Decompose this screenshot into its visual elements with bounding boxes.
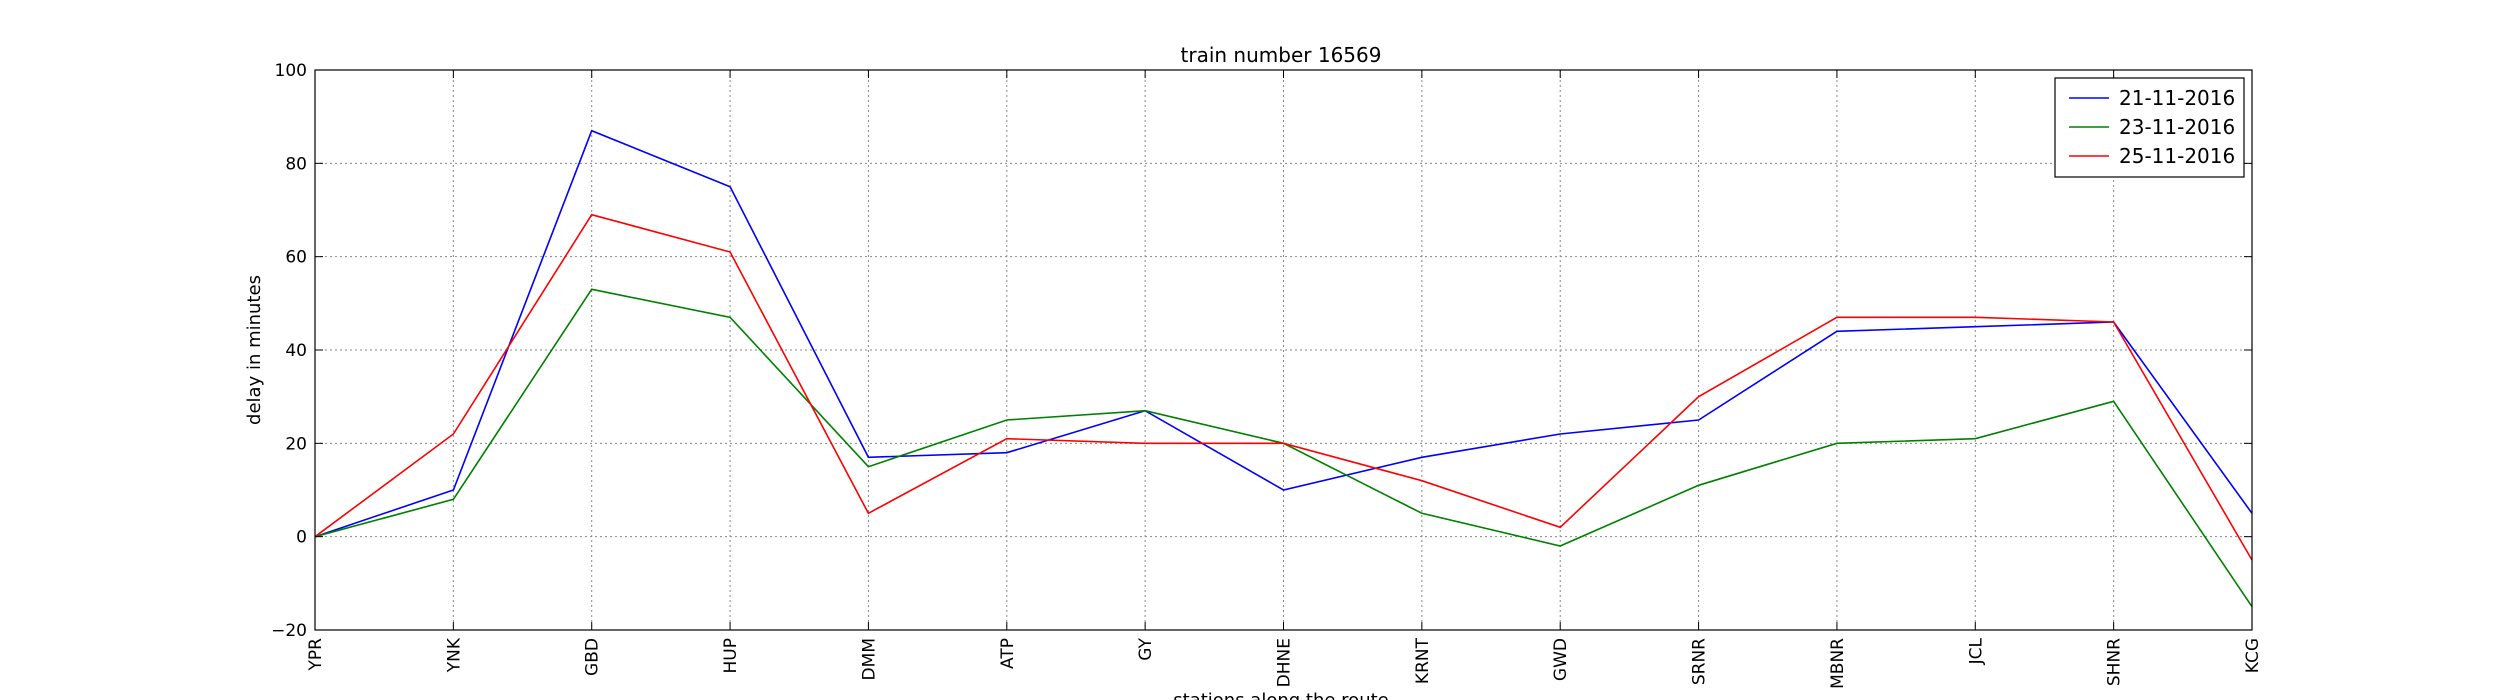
x-tick-label: KCG	[2243, 638, 2263, 673]
grid	[314, 69, 2253, 631]
x-tick-label: GY	[1136, 637, 1156, 660]
x-tick-label: JCL	[1966, 637, 1986, 665]
series-lines	[314, 129, 2253, 608]
x-tick-label: DMM	[859, 638, 879, 680]
y-tick-label: 60	[285, 248, 307, 268]
x-tick-label: SHNR	[2105, 638, 2125, 686]
legend-label: 25-11-2016	[2119, 144, 2235, 168]
x-tick-label: DHNE	[1275, 638, 1295, 687]
x-tick-label: ATP	[998, 638, 1018, 669]
x-tick-label: KRNT	[1413, 637, 1433, 684]
y-axis-label: delay in minutes	[244, 275, 265, 425]
x-tick-label: YNK	[444, 637, 464, 673]
x-axis-label: stations along the route	[1173, 690, 1388, 700]
x-tick-label: SRNR	[1690, 638, 1710, 685]
y-tick-label: 100	[275, 61, 307, 81]
legend-label: 23-11-2016	[2119, 115, 2235, 139]
y-ticks: −20 0 20 40 60 80 100	[271, 61, 2252, 641]
legend-label: 21-11-2016	[2119, 86, 2235, 110]
x-tick-label: GWD	[1551, 638, 1571, 681]
x-tick-label: HUP	[721, 638, 741, 673]
y-tick-label: 40	[285, 341, 307, 361]
y-tick-label: 0	[296, 528, 307, 548]
x-ticks: YPR YNK GBD HUP DMM ATP GY DHNE KRNT GWD SRNR MBNR J…	[306, 70, 2263, 689]
x-tick-label: GBD	[583, 638, 603, 676]
series-line-21-11-2016	[314, 129, 2253, 538]
legend: 21-11-2016 23-11-2016 25-11-2016	[2054, 77, 2245, 178]
y-tick-label: −20	[271, 621, 307, 641]
y-tick-label: 80	[285, 154, 307, 174]
chart-title: train number 16569	[1181, 43, 1382, 67]
y-tick-label: 20	[285, 434, 307, 454]
x-tick-label: MBNR	[1828, 638, 1848, 689]
x-tick-label: YPR	[306, 638, 326, 672]
series-line-25-11-2016	[314, 213, 2253, 561]
